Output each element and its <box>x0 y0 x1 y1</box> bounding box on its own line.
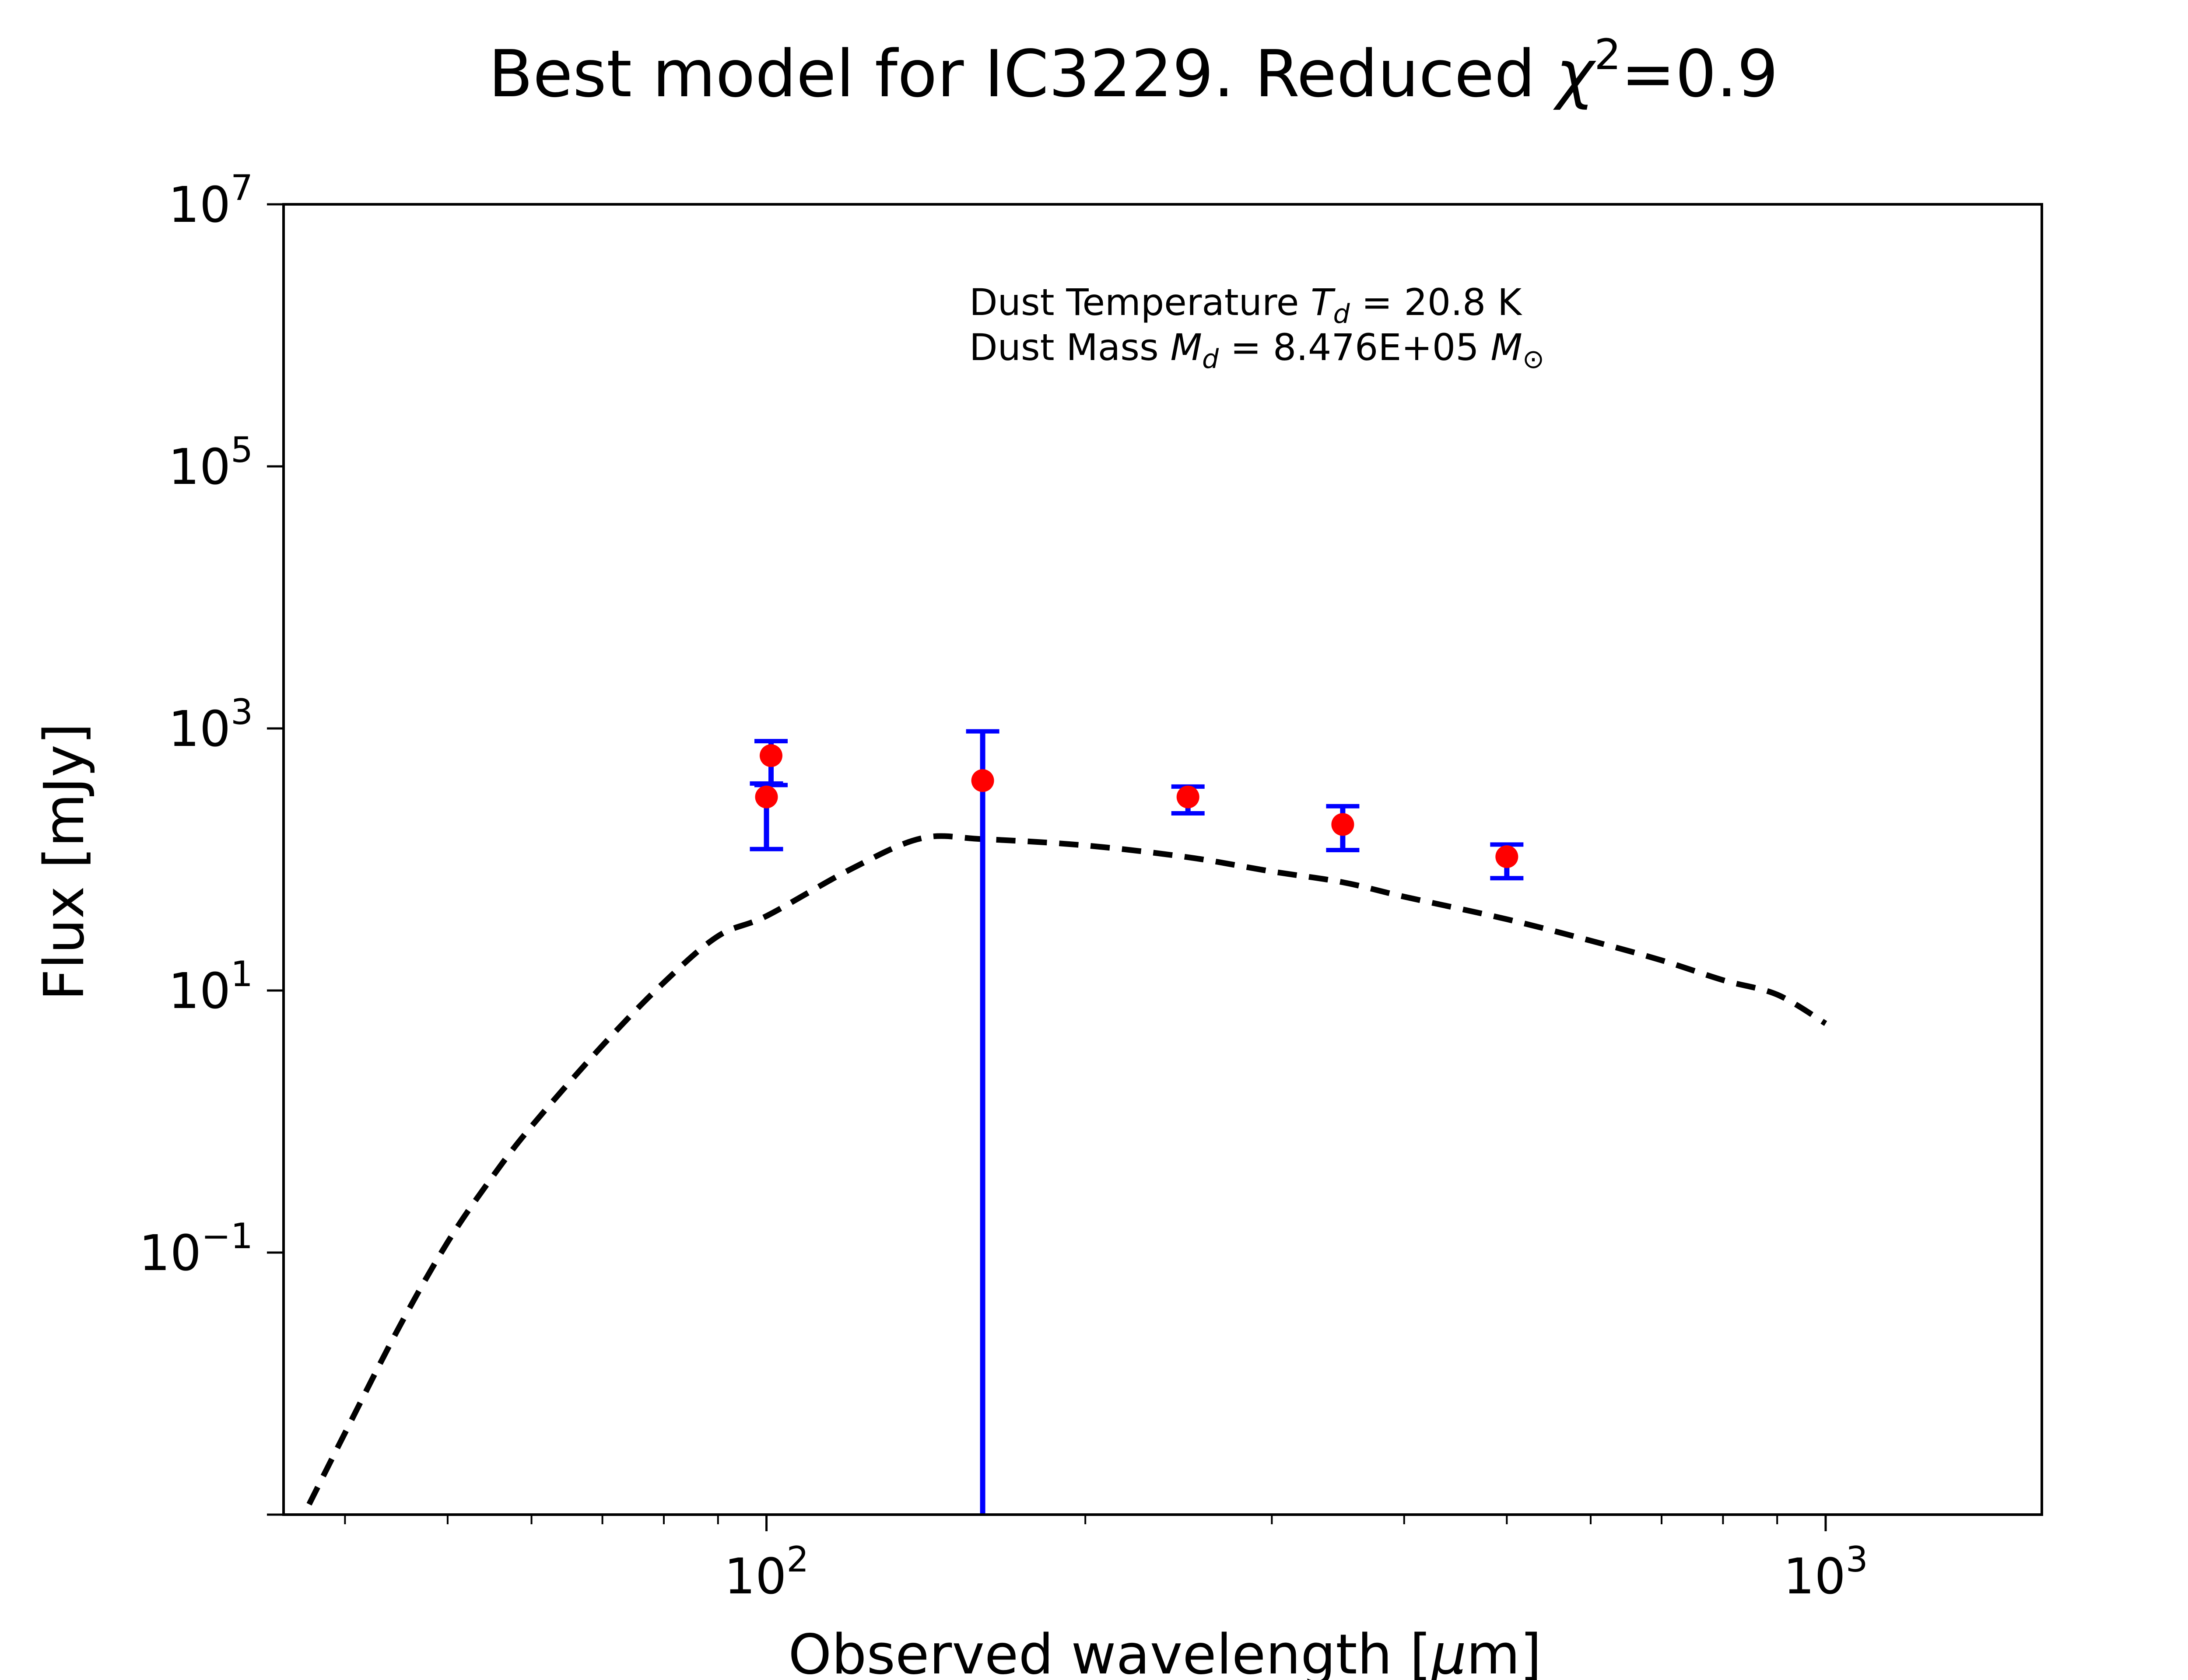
axes-frame <box>282 203 2043 1516</box>
annotation-dust-mass: Dust Mass Md = 8.476E+05 M⊙ <box>969 326 1544 374</box>
data-point-5 <box>1495 845 1518 868</box>
chart-title: Best model for IC3229. Reduced χ2=0.9 <box>488 30 1778 112</box>
data-point-4 <box>1331 813 1354 836</box>
y-tick-label: 105 <box>168 430 253 496</box>
y-axis-label: Flux [mJy] <box>32 723 96 1001</box>
y-tick-label: 103 <box>168 692 253 758</box>
data-point-0 <box>755 785 778 808</box>
y-tick-label: 101 <box>168 954 253 1020</box>
data-point-2 <box>971 769 994 792</box>
x-tick-label: 103 <box>1783 1539 1868 1605</box>
plot-area: 102 103 10−1 101 103 105 107 <box>139 168 2043 1605</box>
x-tick-label: 102 <box>724 1539 809 1605</box>
annotation-dust-temperature: Dust Temperature Td = 20.8 K <box>969 281 1522 329</box>
data-point-1 <box>760 744 782 767</box>
data-point-3 <box>1176 785 1199 808</box>
x-axis-label: Observed wavelength [μm] <box>788 1622 1542 1680</box>
model-curve <box>306 833 1827 1506</box>
y-tick-label: 10−1 <box>139 1216 253 1282</box>
y-tick-label: 107 <box>168 168 253 234</box>
